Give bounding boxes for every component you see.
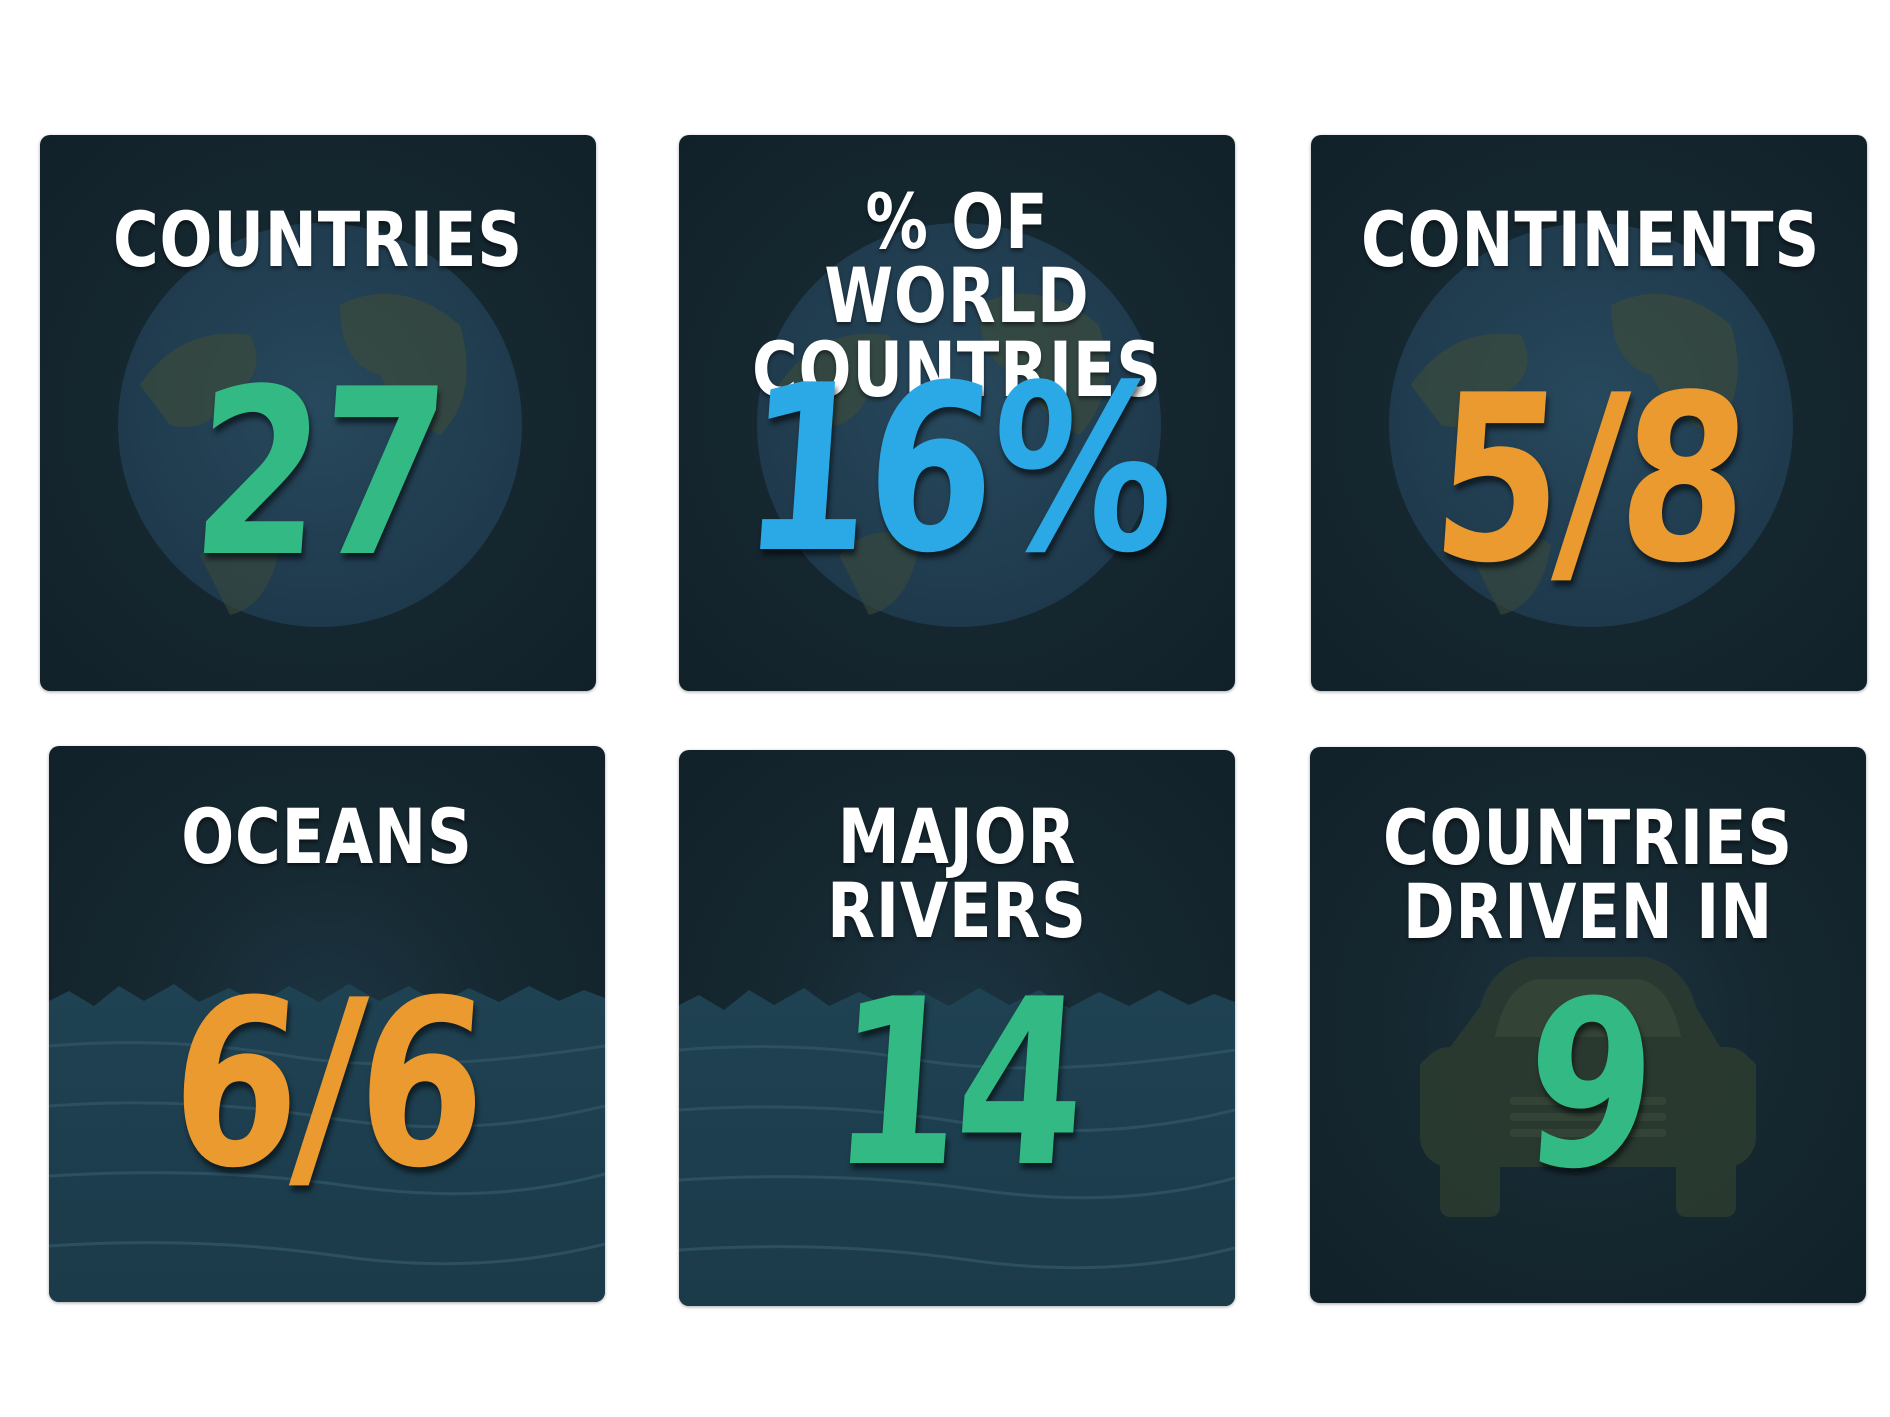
stat-label-line: COUNTRIES [113, 195, 524, 284]
stat-value: 14 [824, 951, 1090, 1218]
stat-label: % OF WORLD COUNTRIES [729, 177, 1185, 414]
stat-value: 6/6 [163, 952, 491, 1219]
stat-label-line: DRIVEN IN [1402, 867, 1774, 956]
stat-label: OCEANS [99, 792, 555, 881]
stat-label-line: MAJOR RIVERS [827, 792, 1087, 955]
stat-value: 16% [734, 337, 1180, 604]
stat-label-line: COUNTRIES [752, 325, 1162, 414]
stat-card-major-rivers: MAJOR RIVERS 14 [679, 750, 1235, 1306]
stat-label-line: OCEANS [181, 792, 473, 881]
globe-icon [1389, 223, 1793, 627]
car-icon [1420, 957, 1756, 1217]
stat-value: 27 [185, 341, 451, 608]
stat-value: 5/8 [1425, 347, 1753, 614]
stat-label-line: % OF WORLD [824, 177, 1090, 340]
stat-card-oceans: OCEANS 6/6 [49, 746, 605, 1302]
globe-icon [118, 223, 522, 627]
ocean-waves-icon [679, 988, 1235, 1306]
stat-label: COUNTRIES DRIVEN IN [1360, 793, 1816, 956]
stat-value: 9 [1517, 953, 1659, 1220]
stat-card-countries-driven-in: COUNTRIES DRIVEN IN 9 [1310, 747, 1866, 1303]
ocean-waves-icon [49, 984, 605, 1302]
stat-card-countries: COUNTRIES 27 [40, 135, 596, 691]
stat-card-percent-world-countries: % OF WORLD COUNTRIES 16% [679, 135, 1235, 691]
stat-label: COUNTRIES [90, 195, 546, 284]
globe-icon [757, 223, 1161, 627]
stat-label-line: COUNTRIES [1383, 793, 1793, 882]
stat-label: MAJOR RIVERS [729, 792, 1185, 955]
stat-label: CONTINENTS [1361, 195, 1821, 284]
stat-label-line: CONTINENTS [1361, 195, 1821, 284]
stat-card-continents: CONTINENTS 5/8 [1311, 135, 1867, 691]
